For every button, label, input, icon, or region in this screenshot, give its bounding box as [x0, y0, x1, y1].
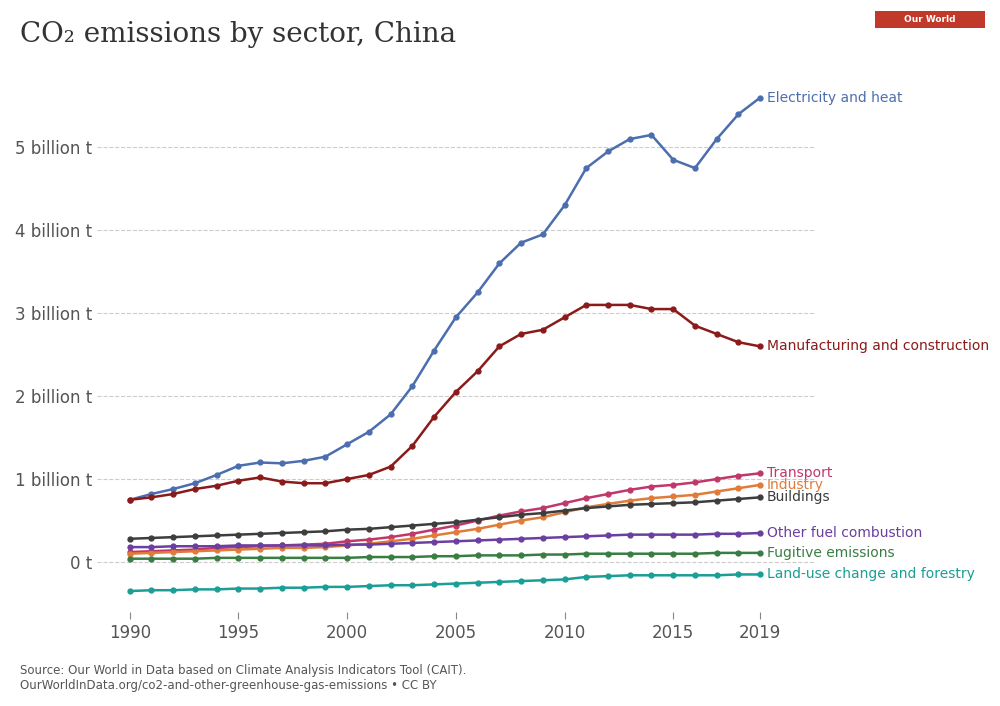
- Text: Transport: Transport: [767, 466, 832, 480]
- Text: in Data: in Data: [912, 38, 948, 47]
- FancyBboxPatch shape: [875, 11, 985, 28]
- Text: Electricity and heat: Electricity and heat: [767, 90, 902, 104]
- Text: Industry: Industry: [767, 478, 824, 492]
- Text: Fugitive emissions: Fugitive emissions: [767, 546, 894, 560]
- Text: Other fuel combustion: Other fuel combustion: [767, 526, 922, 540]
- Text: Buildings: Buildings: [767, 491, 830, 504]
- Text: CO₂ emissions by sector, China: CO₂ emissions by sector, China: [20, 21, 456, 48]
- Text: Manufacturing and construction: Manufacturing and construction: [767, 340, 989, 354]
- Text: Our World: Our World: [904, 15, 956, 24]
- Text: Land-use change and forestry: Land-use change and forestry: [767, 568, 975, 582]
- Text: Source: Our World in Data based on Climate Analysis Indicators Tool (CAIT).
OurW: Source: Our World in Data based on Clima…: [20, 664, 466, 692]
